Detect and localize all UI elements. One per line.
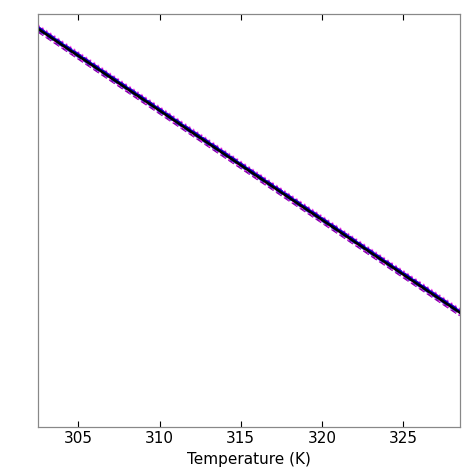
X-axis label: Temperature (K): Temperature (K) [187, 452, 311, 467]
